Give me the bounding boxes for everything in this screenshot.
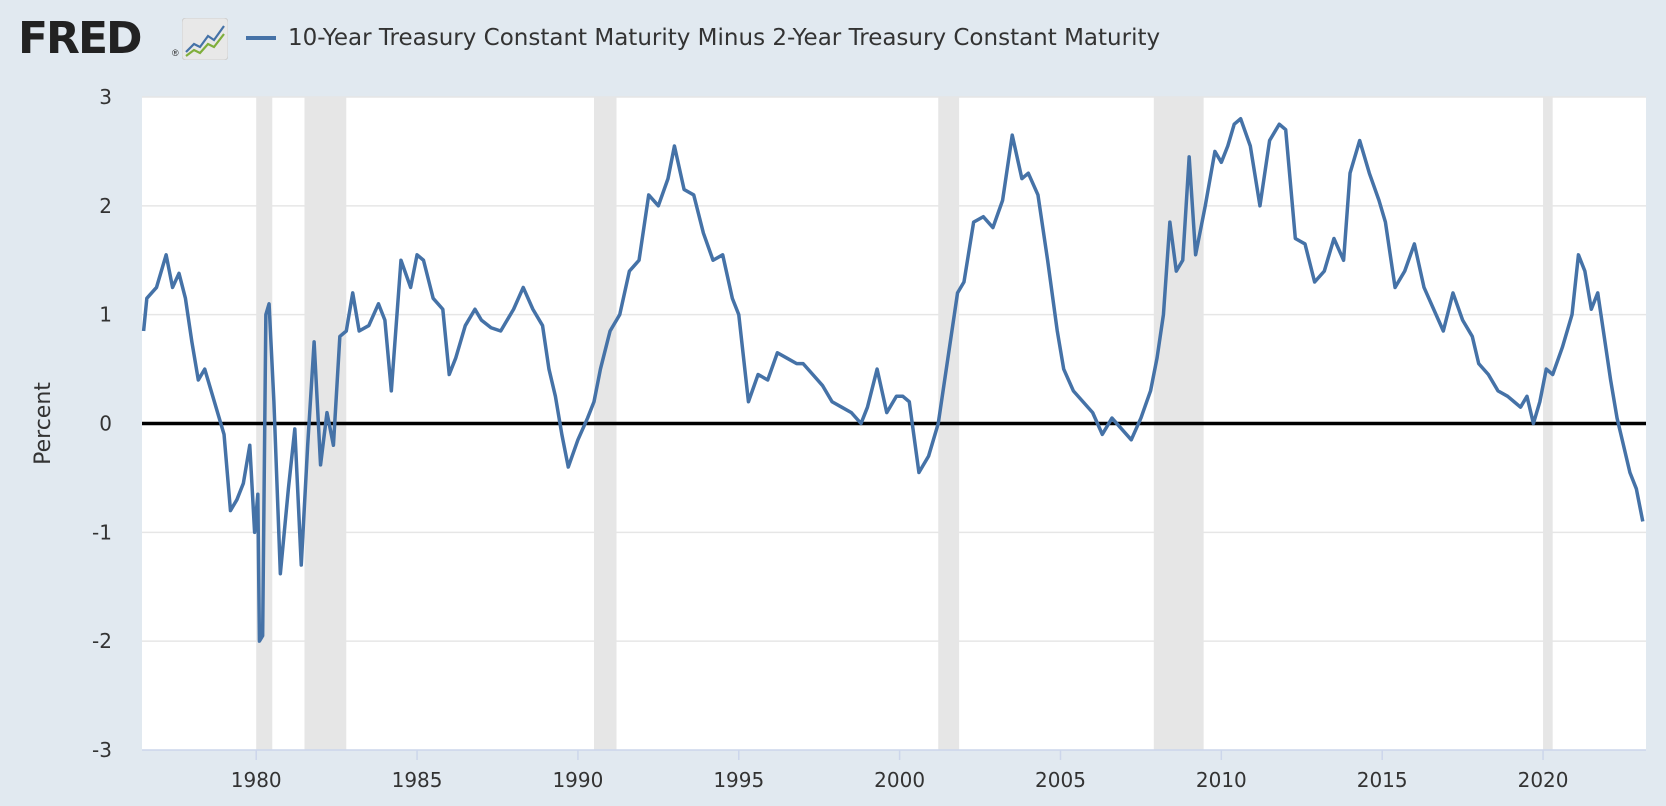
y-tick-label: 0 bbox=[99, 412, 112, 436]
chart-legend[interactable]: 10-Year Treasury Constant Maturity Minus… bbox=[246, 20, 1160, 56]
x-axis-ticks: 1980 1985 1990 1995 2000 2005 2010 2015 2020 bbox=[231, 750, 1569, 792]
legend-series-swatch bbox=[246, 36, 276, 40]
x-tick-label: 2000 bbox=[874, 768, 925, 792]
x-tick-label: 1985 bbox=[392, 768, 443, 792]
y-tick-label: 3 bbox=[99, 85, 112, 109]
x-tick-label: 2010 bbox=[1196, 768, 1247, 792]
fred-logo-text: FRED bbox=[18, 13, 143, 64]
fred-logo[interactable]: FRED ® bbox=[18, 14, 228, 64]
y-axis-ticks: -3 -2 -1 0 1 2 3 bbox=[92, 85, 112, 762]
y-tick-label: 1 bbox=[99, 303, 112, 327]
series-line[interactable] bbox=[141, 117, 1645, 643]
x-tick-label: 1990 bbox=[552, 768, 603, 792]
y-tick-label: 2 bbox=[99, 194, 112, 218]
x-tick-label: 2005 bbox=[1035, 768, 1086, 792]
y-tick-label: -1 bbox=[92, 520, 112, 544]
x-tick-label: 2020 bbox=[1518, 768, 1569, 792]
y-tick-label: -2 bbox=[92, 629, 112, 653]
chart-header: FRED ® 10-Year Treasury Constant Maturit… bbox=[0, 0, 1666, 80]
x-tick-label: 1995 bbox=[713, 768, 764, 792]
y-tick-label: -3 bbox=[92, 738, 112, 762]
registered-mark: ® bbox=[172, 48, 179, 58]
x-tick-label: 1980 bbox=[231, 768, 282, 792]
fred-logo-graph-icon bbox=[182, 18, 228, 60]
y-axis-title: Percent bbox=[31, 382, 56, 465]
legend-series-label: 10-Year Treasury Constant Maturity Minus… bbox=[288, 25, 1161, 51]
x-tick-label: 2015 bbox=[1357, 768, 1408, 792]
